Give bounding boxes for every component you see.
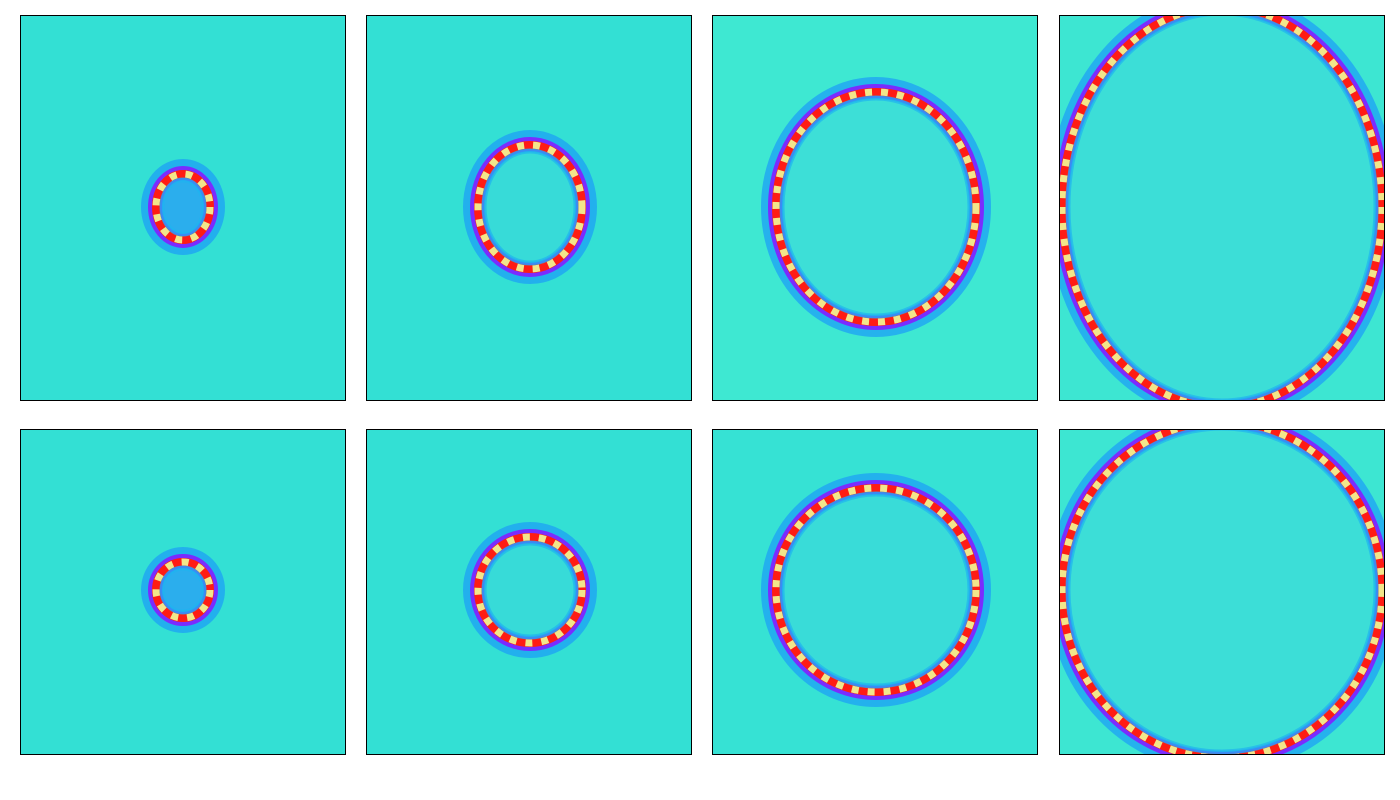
panel-frame (712, 15, 1038, 401)
inner-region (484, 543, 576, 637)
inner-fringe (481, 540, 579, 640)
inner-fringe (1065, 429, 1379, 755)
inner-region (1068, 15, 1376, 401)
panel-frame (1059, 15, 1385, 401)
panel (20, 429, 346, 755)
inner-fringe (481, 148, 579, 266)
panel (1059, 15, 1385, 401)
yellow-band (772, 88, 980, 326)
inner-region (782, 98, 970, 316)
yellow-band (772, 484, 980, 696)
panel-frame (366, 429, 692, 755)
inner-region (782, 494, 970, 686)
inner-fringe (1065, 15, 1379, 401)
yellow-band (474, 533, 586, 647)
inner-fringe (159, 565, 207, 615)
inner-fringe (779, 491, 973, 689)
yellow-band (1059, 15, 1385, 401)
yellow-band (1059, 429, 1385, 755)
panel (1059, 429, 1385, 755)
yellow-band (152, 558, 214, 622)
panel-frame (20, 15, 346, 401)
panel-frame (1059, 429, 1385, 755)
inner-region (484, 151, 576, 263)
panel-frame (712, 429, 1038, 755)
panel-frame (366, 15, 692, 401)
panel-frame (20, 429, 346, 755)
panel (20, 15, 346, 401)
yellow-band (152, 170, 214, 244)
inner-region (1068, 429, 1376, 752)
inner-region (162, 180, 204, 234)
inner-fringe (779, 95, 973, 319)
panel (366, 429, 692, 755)
inner-fringe (159, 177, 207, 237)
yellow-band (474, 141, 586, 273)
panel (712, 15, 1038, 401)
panel (712, 429, 1038, 755)
panel (366, 15, 692, 401)
inner-region (162, 568, 204, 612)
